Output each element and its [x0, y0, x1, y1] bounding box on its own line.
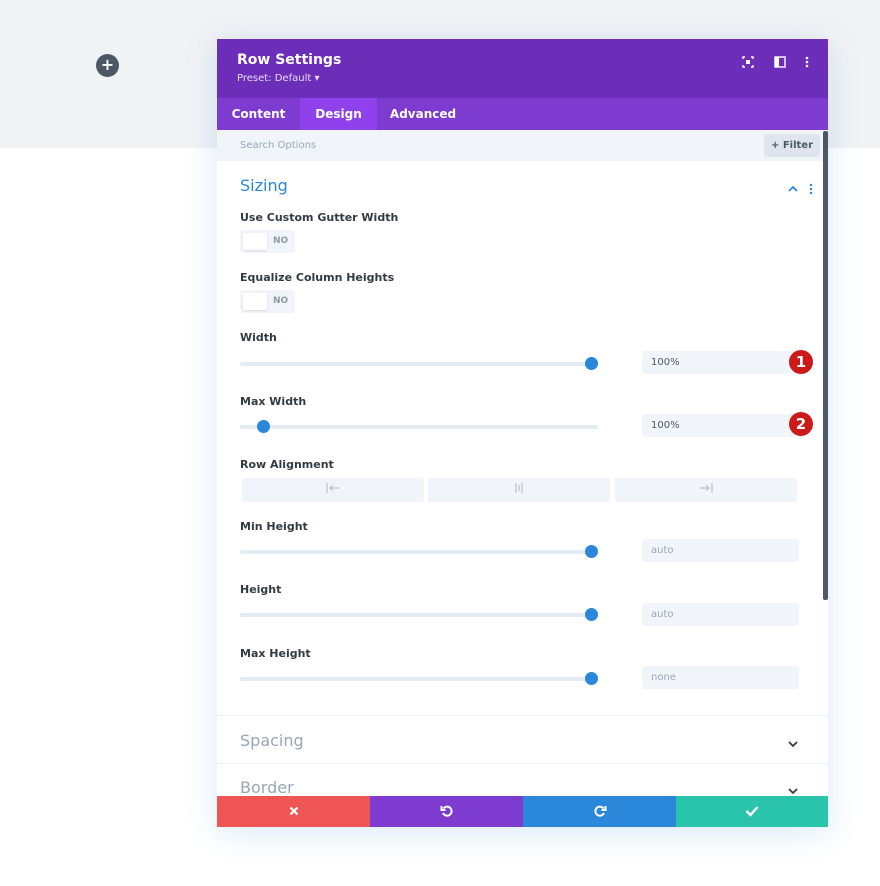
search-bar: + Filter [217, 130, 828, 161]
callout-badge-2: 2 [789, 412, 813, 436]
max-width-slider-handle[interactable] [257, 420, 271, 433]
scrollbar[interactable] [823, 131, 828, 600]
undo-icon [440, 805, 453, 817]
section-title-spacing[interactable]: Spacing [240, 731, 304, 750]
add-row-button[interactable]: + [96, 54, 119, 77]
align-left-button[interactable] [242, 478, 424, 502]
tab-design[interactable]: Design [300, 98, 377, 130]
min-height-label: Min Height [240, 520, 308, 533]
plus-icon: + [100, 55, 115, 74]
toggle-state: NO [273, 236, 289, 246]
min-height-value-field[interactable]: auto [642, 539, 799, 562]
toggle-knob [243, 233, 267, 250]
section-divider [217, 715, 828, 716]
row-alignment-label: Row Alignment [240, 458, 334, 471]
align-right-button[interactable] [615, 478, 797, 502]
save-button[interactable] [676, 796, 828, 827]
width-value-field[interactable]: 100% [642, 351, 799, 374]
discard-button[interactable] [217, 796, 370, 827]
undo-button[interactable] [370, 796, 523, 827]
max-width-value-field[interactable]: 100% [642, 414, 799, 437]
max-width-slider-track[interactable] [240, 420, 598, 433]
left-align-icon [326, 483, 339, 493]
max-width-label: Max Width [240, 395, 307, 408]
redo-button[interactable] [523, 796, 676, 827]
check-icon [745, 806, 759, 817]
right-align-icon [700, 483, 713, 493]
width-slider-handle[interactable] [585, 357, 598, 370]
toggle-knob [243, 293, 267, 310]
width-slider-track[interactable] [240, 357, 598, 370]
redo-icon [593, 805, 606, 817]
modal-title: Row Settings [237, 52, 342, 68]
center-align-icon [515, 483, 523, 493]
tab-content[interactable]: Content [231, 107, 286, 121]
search-input[interactable] [240, 138, 740, 153]
section-title-sizing[interactable]: Sizing [240, 176, 288, 195]
tab-advanced[interactable]: Advanced [389, 107, 457, 121]
use-custom-gutter-toggle[interactable]: NO [240, 230, 295, 253]
max-height-slider-track[interactable] [240, 672, 598, 685]
height-label: Height [240, 583, 282, 596]
section-options-icon[interactable] [805, 180, 817, 195]
max-height-label: Max Height [240, 647, 311, 660]
fullscreen-icon[interactable] [741, 54, 755, 68]
settings-tabs: Content Design Advanced [217, 98, 828, 130]
align-center-button[interactable] [428, 478, 610, 502]
height-slider-handle[interactable] [585, 608, 598, 621]
chevron-up-icon[interactable] [787, 180, 799, 192]
equalize-column-heights-toggle[interactable]: NO [240, 290, 295, 313]
min-height-slider-handle[interactable] [585, 545, 598, 558]
use-custom-gutter-label: Use Custom Gutter Width [240, 211, 399, 224]
modal-footer [217, 796, 828, 827]
filter-label: Filter [782, 140, 814, 151]
callout-badge-1: 1 [789, 350, 813, 374]
max-height-value-field[interactable]: none [642, 666, 799, 689]
equalize-column-heights-label: Equalize Column Heights [240, 271, 395, 284]
toggle-state: NO [273, 296, 289, 306]
chevron-down-icon[interactable] [787, 735, 799, 748]
modal-header: Row Settings Preset: Default ▾ [217, 39, 828, 98]
height-value-field[interactable]: auto [642, 603, 799, 626]
section-divider [217, 763, 828, 764]
chevron-down-icon[interactable] [787, 782, 799, 795]
height-slider-track[interactable] [240, 608, 598, 621]
split-view-icon[interactable] [773, 54, 787, 68]
row-settings-modal: Row Settings Preset: Default ▾ Content D… [217, 39, 828, 827]
preset-dropdown[interactable]: Preset: Default ▾ [237, 73, 320, 84]
close-icon [289, 806, 298, 816]
plus-icon: + [770, 140, 783, 151]
section-title-border[interactable]: Border [240, 778, 294, 797]
min-height-slider-track[interactable] [240, 545, 598, 558]
width-label: Width [240, 331, 277, 344]
max-height-slider-handle[interactable] [585, 672, 598, 685]
filter-button[interactable]: + Filter [764, 134, 820, 157]
more-options-icon[interactable] [800, 54, 814, 68]
